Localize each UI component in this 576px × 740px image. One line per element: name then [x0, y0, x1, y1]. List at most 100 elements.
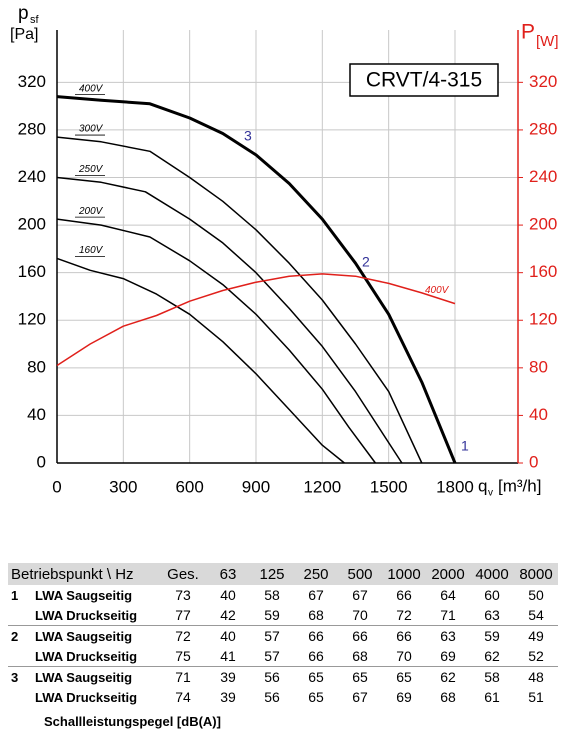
footnote: Schallleistungspegel [dB(A)]: [44, 714, 221, 729]
value-cell: 65: [382, 666, 426, 687]
value-cell: 66: [308, 648, 324, 664]
chart-title: CRVT/4-315: [366, 69, 482, 92]
y-tick-label: 240: [18, 167, 46, 186]
value-cell: 40: [220, 587, 236, 603]
series-line: [56, 176, 403, 464]
y2-tick-label: 40: [529, 405, 548, 424]
y-unit: [Pa]: [10, 26, 38, 43]
value-cell: 72: [396, 607, 412, 623]
y-tick-label: 40: [27, 405, 46, 424]
value-cell: 65: [338, 666, 382, 687]
header-cell: 1000: [382, 563, 426, 585]
series-label: 160V: [79, 245, 104, 256]
point-cell: 2: [8, 625, 32, 646]
table-row: LWA Druckseitig 75 41 57 66 68 70 69 62 52: [8, 646, 558, 667]
value-cell: 75: [175, 648, 191, 664]
value-cell: 56: [250, 666, 294, 687]
value-cell: 59: [470, 625, 514, 646]
value-cell: 63: [484, 607, 500, 623]
value-cell: 66: [396, 587, 412, 603]
point-cell: [8, 605, 32, 626]
value-cell: 68: [352, 648, 368, 664]
value-cell: 50: [528, 587, 544, 603]
table-row: 1 LWA Saugseitig 73 40 58 67 67 66 64 60 50: [8, 585, 558, 605]
title-box: [349, 63, 499, 97]
value-cell: 61: [484, 689, 500, 705]
y2-unit: [W]: [536, 33, 559, 50]
y-tick-label: 280: [18, 119, 46, 138]
y2-tick-label: 240: [529, 167, 557, 186]
value-cell: 64: [440, 587, 456, 603]
value-cell: 63: [426, 625, 470, 646]
point-cell: 3: [8, 666, 32, 687]
point-cell: [8, 687, 32, 707]
sound-table: Betriebspunkt \ Hz Ges. 63 125 250 500 1000 200…: [8, 563, 558, 707]
value-cell: 56: [264, 689, 280, 705]
value-cell: 71: [160, 666, 206, 687]
x-tick-label: 1500: [370, 477, 408, 496]
value-cell: 48: [514, 666, 558, 687]
value-cell: 58: [264, 587, 280, 603]
row-label: LWA Saugseitig: [35, 587, 133, 603]
value-cell: 67: [352, 689, 368, 705]
row-label: LWA Saugseitig: [32, 666, 160, 687]
value-cell: 72: [160, 625, 206, 646]
value-cell: 70: [396, 648, 412, 664]
value-cell: 60: [484, 587, 500, 603]
y-tick-label: 160: [18, 262, 46, 281]
x-tick-label: 300: [109, 477, 137, 496]
y-label-sub: sf: [30, 14, 40, 26]
value-cell: 52: [528, 648, 544, 664]
x-label: q: [478, 476, 487, 495]
row-label: LWA Druckseitig: [35, 607, 138, 623]
header-cell: 500: [338, 563, 382, 585]
y-tick-label: 120: [18, 310, 46, 329]
series-line: [56, 95, 457, 464]
y-label: p: [18, 3, 29, 24]
header-cell: 8000: [514, 563, 558, 585]
series-line: [56, 257, 345, 464]
value-cell: 68: [308, 607, 324, 623]
series-label: 400V: [79, 83, 104, 94]
annotation: 2: [362, 254, 370, 270]
value-cell: 39: [206, 666, 250, 687]
value-cell: 49: [514, 625, 558, 646]
y2-tick-label: 320: [529, 72, 557, 91]
table-row: LWA Druckseitig 77 42 59 68 70 72 71 63 54: [8, 605, 558, 626]
row-label: LWA Saugseitig: [32, 625, 160, 646]
value-cell: 40: [206, 625, 250, 646]
table-row: 2 LWA Saugseitig 72 40 57 66 66 66 63 59 49: [8, 625, 558, 646]
y2-label: P: [521, 21, 535, 44]
header-cell: 63: [206, 563, 250, 585]
y-tick-label: 80: [27, 357, 46, 376]
header-cell: Betriebspunkt \ Hz: [8, 563, 160, 585]
value-cell: 39: [220, 689, 236, 705]
value-cell: 41: [220, 648, 236, 664]
y2-tick-label: 160: [529, 262, 557, 281]
value-cell: 67: [352, 587, 368, 603]
series-line: [56, 273, 456, 367]
value-cell: 65: [308, 689, 324, 705]
value-cell: 71: [440, 607, 456, 623]
value-cell: 77: [175, 607, 191, 623]
value-cell: 42: [220, 607, 236, 623]
value-cell: 66: [338, 625, 382, 646]
value-cell: 73: [175, 587, 191, 603]
y2-tick-label: 0: [529, 452, 538, 471]
y2-tick-label: 280: [529, 119, 557, 138]
value-cell: 58: [470, 666, 514, 687]
value-cell: 68: [440, 689, 456, 705]
x-tick-label: 1800: [436, 477, 474, 496]
header-row: Betriebspunkt \ Hz Ges. 63 125 250 500 1000 200…: [8, 563, 558, 585]
y2-tick-label: 200: [529, 215, 557, 234]
point-cell: 1: [11, 587, 19, 603]
x-tick-label: 900: [242, 477, 270, 496]
value-cell: 57: [250, 625, 294, 646]
x-label-sub: v: [488, 488, 493, 499]
x-tick-label: 600: [175, 477, 203, 496]
table-row: 3 LWA Saugseitig 71 39 56 65 65 65 62 58 48: [8, 666, 558, 687]
x-tick-label: 1200: [303, 477, 341, 496]
value-cell: 74: [175, 689, 191, 705]
y2-tick-label: 80: [529, 357, 548, 376]
